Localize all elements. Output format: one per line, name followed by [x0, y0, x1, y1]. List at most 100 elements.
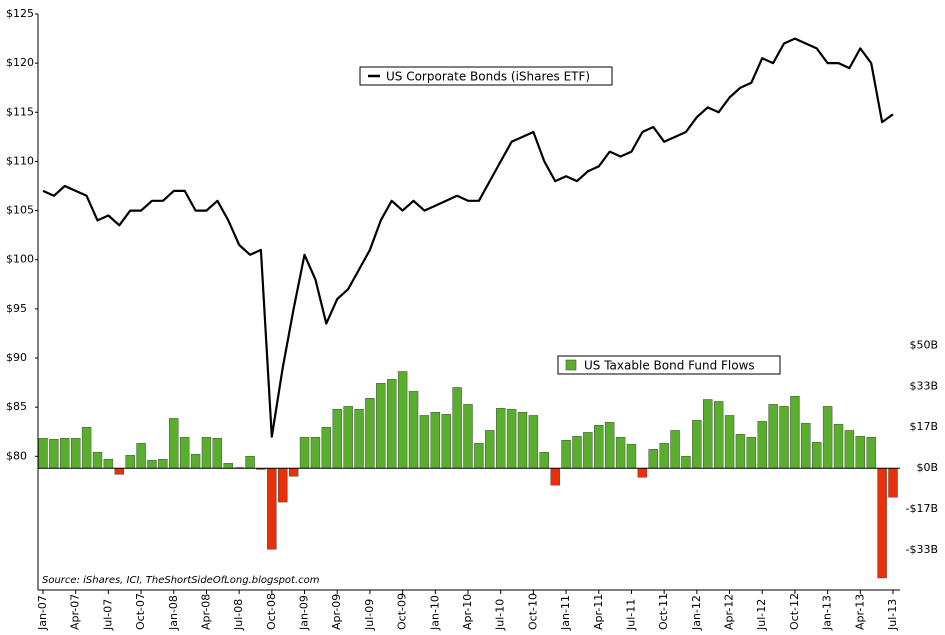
x-tick-label: Jan-07 [36, 595, 49, 631]
bar [81, 427, 92, 469]
bar [648, 449, 658, 469]
bar [310, 437, 321, 469]
y-tick-label: $100 [6, 253, 34, 266]
x-tick-label: Apr-08 [199, 594, 212, 630]
bar [408, 391, 419, 469]
bar [681, 455, 691, 469]
y2-tick-label: $50B [909, 338, 938, 351]
bar [267, 468, 277, 550]
y-tick-label: $105 [6, 204, 34, 217]
bar [463, 404, 473, 469]
bar [692, 420, 702, 469]
bar [114, 468, 124, 475]
bar [812, 441, 822, 469]
bar [430, 412, 441, 469]
bar [561, 440, 571, 469]
x-tick-label: Oct-12 [788, 593, 801, 630]
bar [735, 434, 746, 469]
bar [397, 371, 408, 469]
bar [354, 409, 364, 469]
bar [190, 454, 201, 469]
bar [790, 396, 800, 469]
bar [92, 452, 103, 469]
bar [485, 430, 495, 469]
bar [659, 442, 669, 469]
y-tick-label: $80 [6, 449, 27, 462]
x-tick-label: Jan-10 [428, 595, 441, 631]
bar [888, 468, 898, 498]
bar [136, 442, 146, 469]
bar [594, 425, 604, 469]
bar [583, 432, 593, 469]
bar [365, 398, 375, 469]
bar [506, 409, 517, 469]
x-tick-label: Jul-08 [232, 599, 245, 631]
x-tick-label: Jan-13 [821, 595, 834, 631]
bar [703, 399, 713, 469]
y-tick-label: $95 [6, 302, 27, 315]
bar [539, 452, 549, 469]
y-tick-label: $90 [6, 351, 27, 364]
bar [822, 406, 833, 469]
bar [299, 437, 310, 469]
y2-tick-label: -$33B [905, 543, 938, 556]
bar [452, 387, 462, 469]
bar [376, 383, 386, 469]
bar [38, 438, 48, 469]
bar [288, 468, 299, 477]
y-tick-label: $115 [6, 105, 34, 118]
bar [321, 427, 332, 469]
bar [278, 468, 288, 503]
x-tick-label: Oct-07 [134, 593, 147, 630]
x-tick-label: Apr-11 [592, 594, 605, 630]
bar [844, 430, 855, 469]
x-tick-label: Jul-13 [886, 599, 899, 631]
x-tick-label: Apr-07 [69, 594, 82, 630]
bar [179, 437, 190, 469]
bar [768, 404, 778, 469]
bar [517, 412, 528, 469]
bar [332, 409, 342, 469]
y2-tick-label: $17B [909, 420, 938, 433]
bar [801, 423, 811, 469]
x-tick-label: Jul-11 [624, 599, 637, 631]
y2-tick-label: -$17B [905, 502, 938, 515]
bar [125, 455, 135, 469]
bar [615, 437, 626, 469]
y2-tick-label: $33B [909, 379, 938, 392]
x-tick-label: Jan-11 [559, 595, 572, 631]
bar [877, 468, 887, 579]
bar [746, 437, 757, 469]
legend-label: US Taxable Bond Fund Flows [584, 359, 755, 373]
x-tick-label: Oct-08 [265, 593, 278, 630]
bar [528, 415, 539, 469]
legend-swatch [565, 359, 577, 371]
x-tick-label: Apr-09 [330, 594, 343, 630]
bar [713, 401, 724, 469]
bar [103, 458, 114, 469]
bar [201, 437, 212, 469]
bar [419, 415, 430, 469]
source-note: Source: iShares, ICI, TheShortSideOfLong… [42, 575, 320, 586]
bar [833, 424, 844, 469]
bar [626, 443, 637, 469]
bar [670, 430, 680, 469]
legend-box [557, 355, 781, 375]
bar [169, 418, 179, 469]
x-tick-label: Oct-10 [526, 593, 539, 630]
bar [49, 439, 59, 469]
bar [779, 406, 789, 469]
bar [572, 436, 582, 469]
legend-box [359, 66, 613, 86]
bar [343, 406, 353, 469]
legend-label: US Corporate Bonds (iShares ETF) [386, 70, 590, 84]
x-tick-label: Oct-09 [396, 593, 409, 630]
bar [866, 437, 876, 469]
bar [387, 379, 397, 469]
x-tick-label: Apr-10 [461, 594, 474, 630]
bar [495, 408, 506, 469]
bar [474, 442, 484, 469]
x-tick-label: Jan-12 [690, 595, 703, 631]
bar [223, 463, 233, 469]
